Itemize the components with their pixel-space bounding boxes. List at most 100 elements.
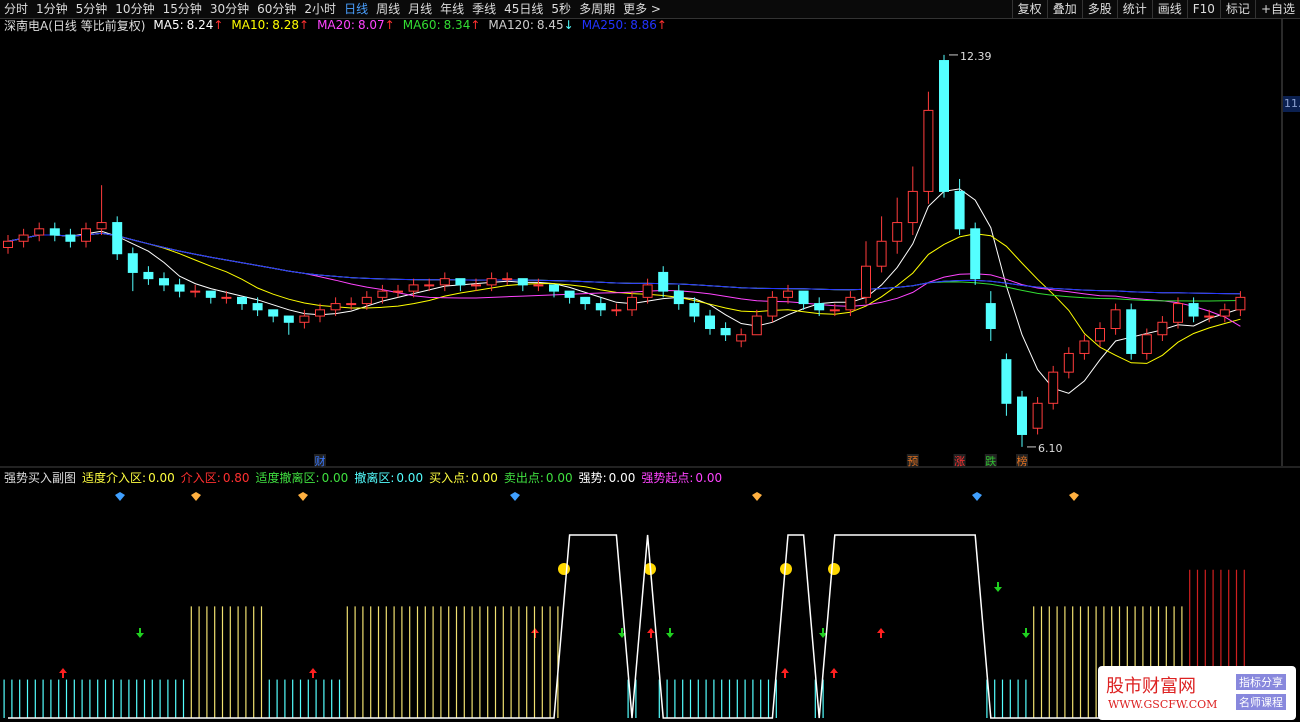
tool-tab[interactable]: +自选 <box>1254 0 1300 18</box>
axis-label-box <box>1283 96 1300 112</box>
strong-icon <box>558 563 570 575</box>
candle-body <box>471 284 481 287</box>
candle-body <box>439 278 450 286</box>
candle-body <box>1063 352 1074 373</box>
candle-body <box>845 296 856 311</box>
diamond-icon <box>191 492 201 501</box>
candle-body <box>221 296 232 299</box>
strong-icon <box>780 563 792 575</box>
ma-arrow: ↑ <box>384 18 395 32</box>
watermark-tag: 指标分享 <box>1236 674 1286 690</box>
period-tab[interactable]: 15分钟 <box>162 2 202 16</box>
candle-body <box>81 228 91 242</box>
period-tab[interactable]: 5秒 <box>551 2 572 16</box>
candle-body <box>705 315 715 330</box>
ma-name: MA60: <box>402 18 441 32</box>
period-tab[interactable]: 45日线 <box>504 2 544 16</box>
candle-body <box>1173 303 1183 323</box>
tool-tab[interactable]: F10 <box>1186 0 1220 18</box>
candle-body <box>252 303 263 311</box>
period-tab[interactable]: 60分钟 <box>257 2 297 16</box>
ma-value: 8.34 <box>443 18 471 32</box>
ma-name: MA5: <box>153 18 184 32</box>
period-tab[interactable]: 10分钟 <box>115 2 155 16</box>
candle-body <box>642 284 653 298</box>
period-tab[interactable]: 更多 > <box>623 2 661 16</box>
ma-line <box>7 232 1241 364</box>
tool-tab[interactable]: 复权 <box>1011 0 1047 18</box>
event-tag-box <box>953 454 966 468</box>
candle-body <box>361 296 372 305</box>
candle-body <box>190 290 201 293</box>
item-name: 撤离区: <box>354 470 395 485</box>
candle-body <box>96 222 107 230</box>
indicator-item: 买入点: 0.00 <box>429 469 498 486</box>
period-tab[interactable]: 周线 <box>376 2 401 16</box>
tool-tab[interactable]: 画线 <box>1151 0 1187 18</box>
period-tab[interactable]: 1分钟 <box>36 2 68 16</box>
ma-line <box>7 232 1241 295</box>
candle-body <box>65 234 76 242</box>
ma-value: 8.07 <box>357 18 385 32</box>
watermark-tag: 名师课程 <box>1236 694 1286 710</box>
ma-line <box>7 232 1241 327</box>
candle-body <box>299 315 310 323</box>
ma-value: 8.86 <box>630 18 657 32</box>
candle-body <box>205 290 216 298</box>
candle-body <box>283 315 294 323</box>
candle-body <box>1219 309 1230 317</box>
candle-body <box>1032 402 1043 429</box>
buy-arrow <box>309 668 317 678</box>
diamond-icon <box>972 492 982 501</box>
stock-title: 深南电A(日线 等比前复权) <box>4 18 146 33</box>
diamond-icon <box>1069 492 1079 501</box>
candle-body <box>143 271 154 280</box>
tool-tab[interactable]: 统计 <box>1116 0 1152 18</box>
candle-body <box>814 303 825 311</box>
candle-body <box>1188 303 1199 317</box>
ma-label: MA60: 8.34↑ <box>403 18 481 32</box>
item-name: 适度介入区: <box>82 470 147 485</box>
period-tab[interactable]: 2小时 <box>304 2 337 16</box>
event-tag: 涨 <box>954 455 965 468</box>
period-tab[interactable]: 日线 <box>344 2 369 16</box>
ma-line <box>7 188 1241 394</box>
candle-body <box>658 271 669 292</box>
tool-tab[interactable]: 多股 <box>1081 0 1117 18</box>
item-name: 适度撤离区: <box>255 470 320 485</box>
item-name: 卖出点: <box>503 470 544 485</box>
candle-body <box>315 309 325 317</box>
candle-body <box>876 240 887 267</box>
period-tab[interactable]: 5分钟 <box>75 2 108 16</box>
tool-tab[interactable]: 叠加 <box>1046 0 1082 18</box>
ma-label: MA20: 8.07↑ <box>317 18 395 32</box>
buy-arrow <box>877 628 885 638</box>
ma-label: MA250: 8.86↑ <box>582 18 667 32</box>
indicator-item: 适度撤离区: 0.00 <box>256 469 349 486</box>
buy-arrow <box>59 668 67 678</box>
diamond-icon <box>510 492 520 501</box>
period-tab[interactable]: 季线 <box>472 2 497 16</box>
item-value: 0.80 <box>222 470 250 485</box>
period-tab[interactable]: 多周期 <box>579 2 616 16</box>
item-value: 0.00 <box>396 470 424 485</box>
max-label: 12.39 <box>960 50 992 63</box>
ma-value: 8.45 <box>536 18 564 32</box>
watermark-url: WWW.GSCFW.COM <box>1108 698 1218 711</box>
candle-body <box>783 290 793 298</box>
candle-body <box>939 60 949 192</box>
ma-arrow: ↑ <box>656 18 667 32</box>
candle-body <box>751 315 762 336</box>
candle-body <box>611 309 622 312</box>
tool-tab[interactable]: 标记 <box>1219 0 1255 18</box>
period-tab[interactable]: 月线 <box>408 2 433 16</box>
period-tab[interactable]: 分时 <box>4 2 29 16</box>
period-tab[interactable]: 年线 <box>440 2 465 16</box>
ma-line <box>7 232 1241 295</box>
period-tab[interactable]: 30分钟 <box>209 2 250 16</box>
ma-value: 8.24 <box>186 18 214 32</box>
candle-body <box>720 328 731 336</box>
indicator-item: 强势起点: 0.00 <box>641 469 722 486</box>
